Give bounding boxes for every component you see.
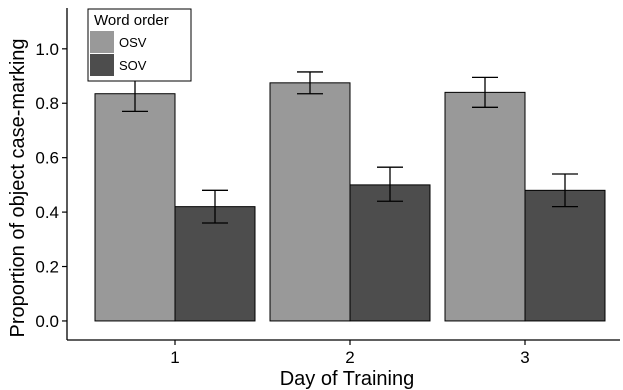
bar-sov-day-1: [174, 206, 256, 322]
legend-title: Word order: [94, 12, 169, 29]
y-tick-label: 0.6: [35, 149, 59, 168]
legend-swatch-osv: [90, 31, 114, 53]
y-axis-title: Proportion of object case-marking: [7, 38, 29, 337]
x-tick-label: 1: [170, 348, 179, 367]
ticks-layer: 0.0 0.2 0.4 0.6 0.8 1.0 1 2 3: [35, 40, 529, 367]
x-tick-label: 2: [345, 348, 354, 367]
bar-osv-day-2: [269, 82, 351, 322]
bar-sov-day-3: [524, 189, 606, 322]
y-tick-label: 0.0: [35, 312, 59, 331]
error-bar-osv-day-2: [297, 71, 323, 95]
error-bars-layer: [122, 71, 578, 224]
error-bar-sov-day-3: [552, 173, 578, 208]
bar-sov-day-2: [349, 184, 431, 322]
axes-layer: [66, 8, 620, 341]
x-axis-title: Day of Training: [280, 368, 415, 390]
x-tick-label: 3: [520, 348, 529, 367]
legend-swatch-sov: [90, 54, 114, 76]
y-tick-label: 0.2: [35, 258, 59, 277]
error-bar-sov-day-1: [202, 189, 228, 224]
bar-osv-day-1: [94, 93, 176, 322]
bars-layer: [94, 82, 606, 322]
legend: Word order OSV SOV: [87, 8, 192, 82]
y-tick-label: 0.4: [35, 203, 59, 222]
error-bar-sov-day-2: [377, 166, 403, 202]
y-tick-label: 0.8: [35, 94, 59, 113]
legend-label-sov: SOV: [119, 58, 147, 73]
bar-osv-day-3: [444, 91, 526, 322]
error-bar-osv-day-3: [472, 76, 498, 108]
y-tick-label: 1.0: [35, 40, 59, 59]
legend-label-osv: OSV: [119, 35, 147, 50]
